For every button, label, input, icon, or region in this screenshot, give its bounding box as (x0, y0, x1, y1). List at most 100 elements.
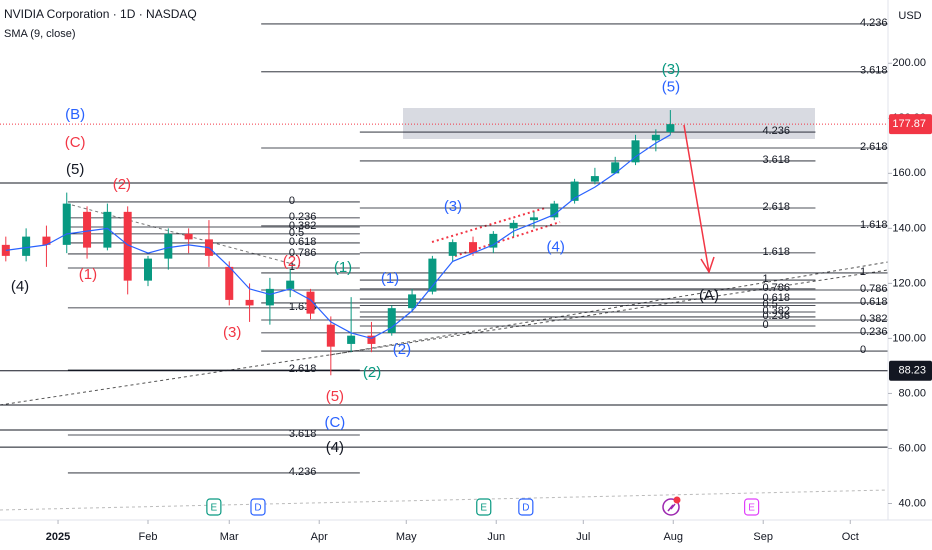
wave-label: (1) (79, 266, 97, 283)
candle-body (144, 258, 152, 281)
fib-label: 0.786 (762, 282, 790, 294)
fib-label: 0.618 (289, 236, 317, 248)
axis-unit: USD (898, 10, 921, 22)
candle-body (469, 242, 478, 254)
wave-label: (5) (662, 79, 680, 96)
event-marker[interactable] (206, 498, 222, 516)
wave-label: (5) (66, 161, 84, 178)
wave-label: (4) (547, 239, 565, 256)
candle-body (286, 280, 295, 289)
candle-body (347, 335, 356, 344)
fib-label: 4.236 (860, 17, 888, 29)
fib-label: 0.5 (762, 298, 777, 310)
wave-label: (2) (113, 176, 131, 193)
fib-label: 3.618 (762, 154, 790, 166)
event-label: D (522, 503, 529, 514)
fib-label: 0.786 (860, 283, 888, 295)
y-tick-label: 120.00 (892, 277, 926, 289)
x-tick-label: 2025 (46, 531, 70, 543)
y-tick-label: 60.00 (898, 442, 926, 454)
fib-label: 1 (289, 261, 295, 273)
candle-body (408, 294, 417, 309)
y-tick-label: 160.00 (892, 167, 926, 179)
candle-body (123, 211, 132, 281)
event-label: E (480, 503, 487, 514)
chart-title: NVIDIA Corporation · 1D · NASDAQ (4, 7, 197, 21)
y-tick-label: 80.00 (898, 387, 926, 399)
y-tick-label: 200.00 (892, 57, 926, 69)
candle-body (550, 203, 559, 218)
arrow-head (700, 256, 715, 274)
wave-label: (4) (11, 278, 29, 295)
wave-label: (3) (662, 61, 680, 78)
candle-body (265, 288, 274, 306)
x-tick-label: Aug (663, 531, 683, 543)
channel-line (454, 221, 561, 257)
trendline (0, 489, 889, 511)
fib-label: 0.618 (762, 292, 790, 304)
candle-body (42, 236, 51, 245)
event-label: D (254, 503, 261, 514)
event-label: E (748, 503, 755, 514)
event-marker[interactable] (476, 498, 492, 516)
fib-label: 0.382 (762, 305, 790, 317)
fib-label: 3.618 (860, 65, 888, 77)
candle-body (631, 140, 640, 163)
event-marker[interactable] (744, 498, 760, 516)
event-marker[interactable] (518, 498, 534, 516)
overlay: (B)(C)(5)(4)(2)(1)(2)(3)(1)(1)(2)(2)(5)(… (11, 61, 760, 516)
fib-label: 0.618 (860, 296, 888, 308)
candle-body (489, 233, 498, 248)
fib-label: 0.786 (289, 247, 317, 259)
fib-label: 2.618 (762, 201, 790, 213)
fib-label: 1.618 (762, 246, 790, 258)
x-tick-label: Sep (753, 531, 773, 543)
candle-body (428, 258, 437, 292)
target-zone (403, 108, 815, 139)
candle-body (225, 266, 234, 300)
wave-label: (1) (381, 270, 399, 287)
wave-label: (C) (324, 414, 345, 431)
candle-body (326, 324, 335, 347)
candle-body (387, 308, 396, 333)
price-axis-panel (888, 0, 932, 550)
event-badge (673, 496, 681, 504)
candle-body (570, 181, 579, 201)
x-tick-label: Apr (311, 531, 328, 543)
wave-label: (1) (334, 259, 352, 276)
sma-line (5, 134, 671, 340)
forecast-arrow (683, 124, 710, 273)
x-tick-label: Feb (139, 531, 158, 543)
candle-body (367, 335, 376, 344)
candle-body (651, 134, 660, 141)
wave-label: (C) (65, 134, 86, 151)
fib-label: 1 (860, 266, 866, 278)
price-tag-label: 88.23 (898, 365, 926, 377)
candle-body (62, 203, 71, 245)
fib-label: 0 (860, 344, 866, 356)
candle-body (184, 233, 193, 240)
fib-label: 0 (289, 195, 295, 207)
plot-area: 4.2363.6182.6181.61810.7860.6180.3820.23… (0, 17, 889, 511)
candle-body (306, 291, 315, 314)
y-tick-label: 140.00 (892, 222, 926, 234)
event-marker[interactable] (250, 498, 266, 516)
x-tick-label: Oct (842, 531, 859, 543)
candle-body (448, 242, 457, 256)
price-tag (889, 360, 932, 381)
wave-label: (A) (699, 287, 719, 304)
fib-label: 2.618 (860, 141, 888, 153)
x-tick-label: Mar (220, 531, 239, 543)
fib-label: 0.236 (762, 310, 790, 322)
candle-body (590, 176, 599, 182)
candle-body (22, 236, 31, 256)
y-tick-label: 100.00 (892, 332, 926, 344)
trendline (329, 261, 889, 356)
price-tag-label: 177.87 (892, 118, 926, 130)
fib-label: 4.236 (289, 466, 317, 478)
event-icon-glyph (667, 503, 676, 512)
axes: 40.00 60.00 80.00 100.00 120.00 140.00 160.00 1… (46, 57, 932, 543)
wave-label: (B) (65, 106, 85, 123)
